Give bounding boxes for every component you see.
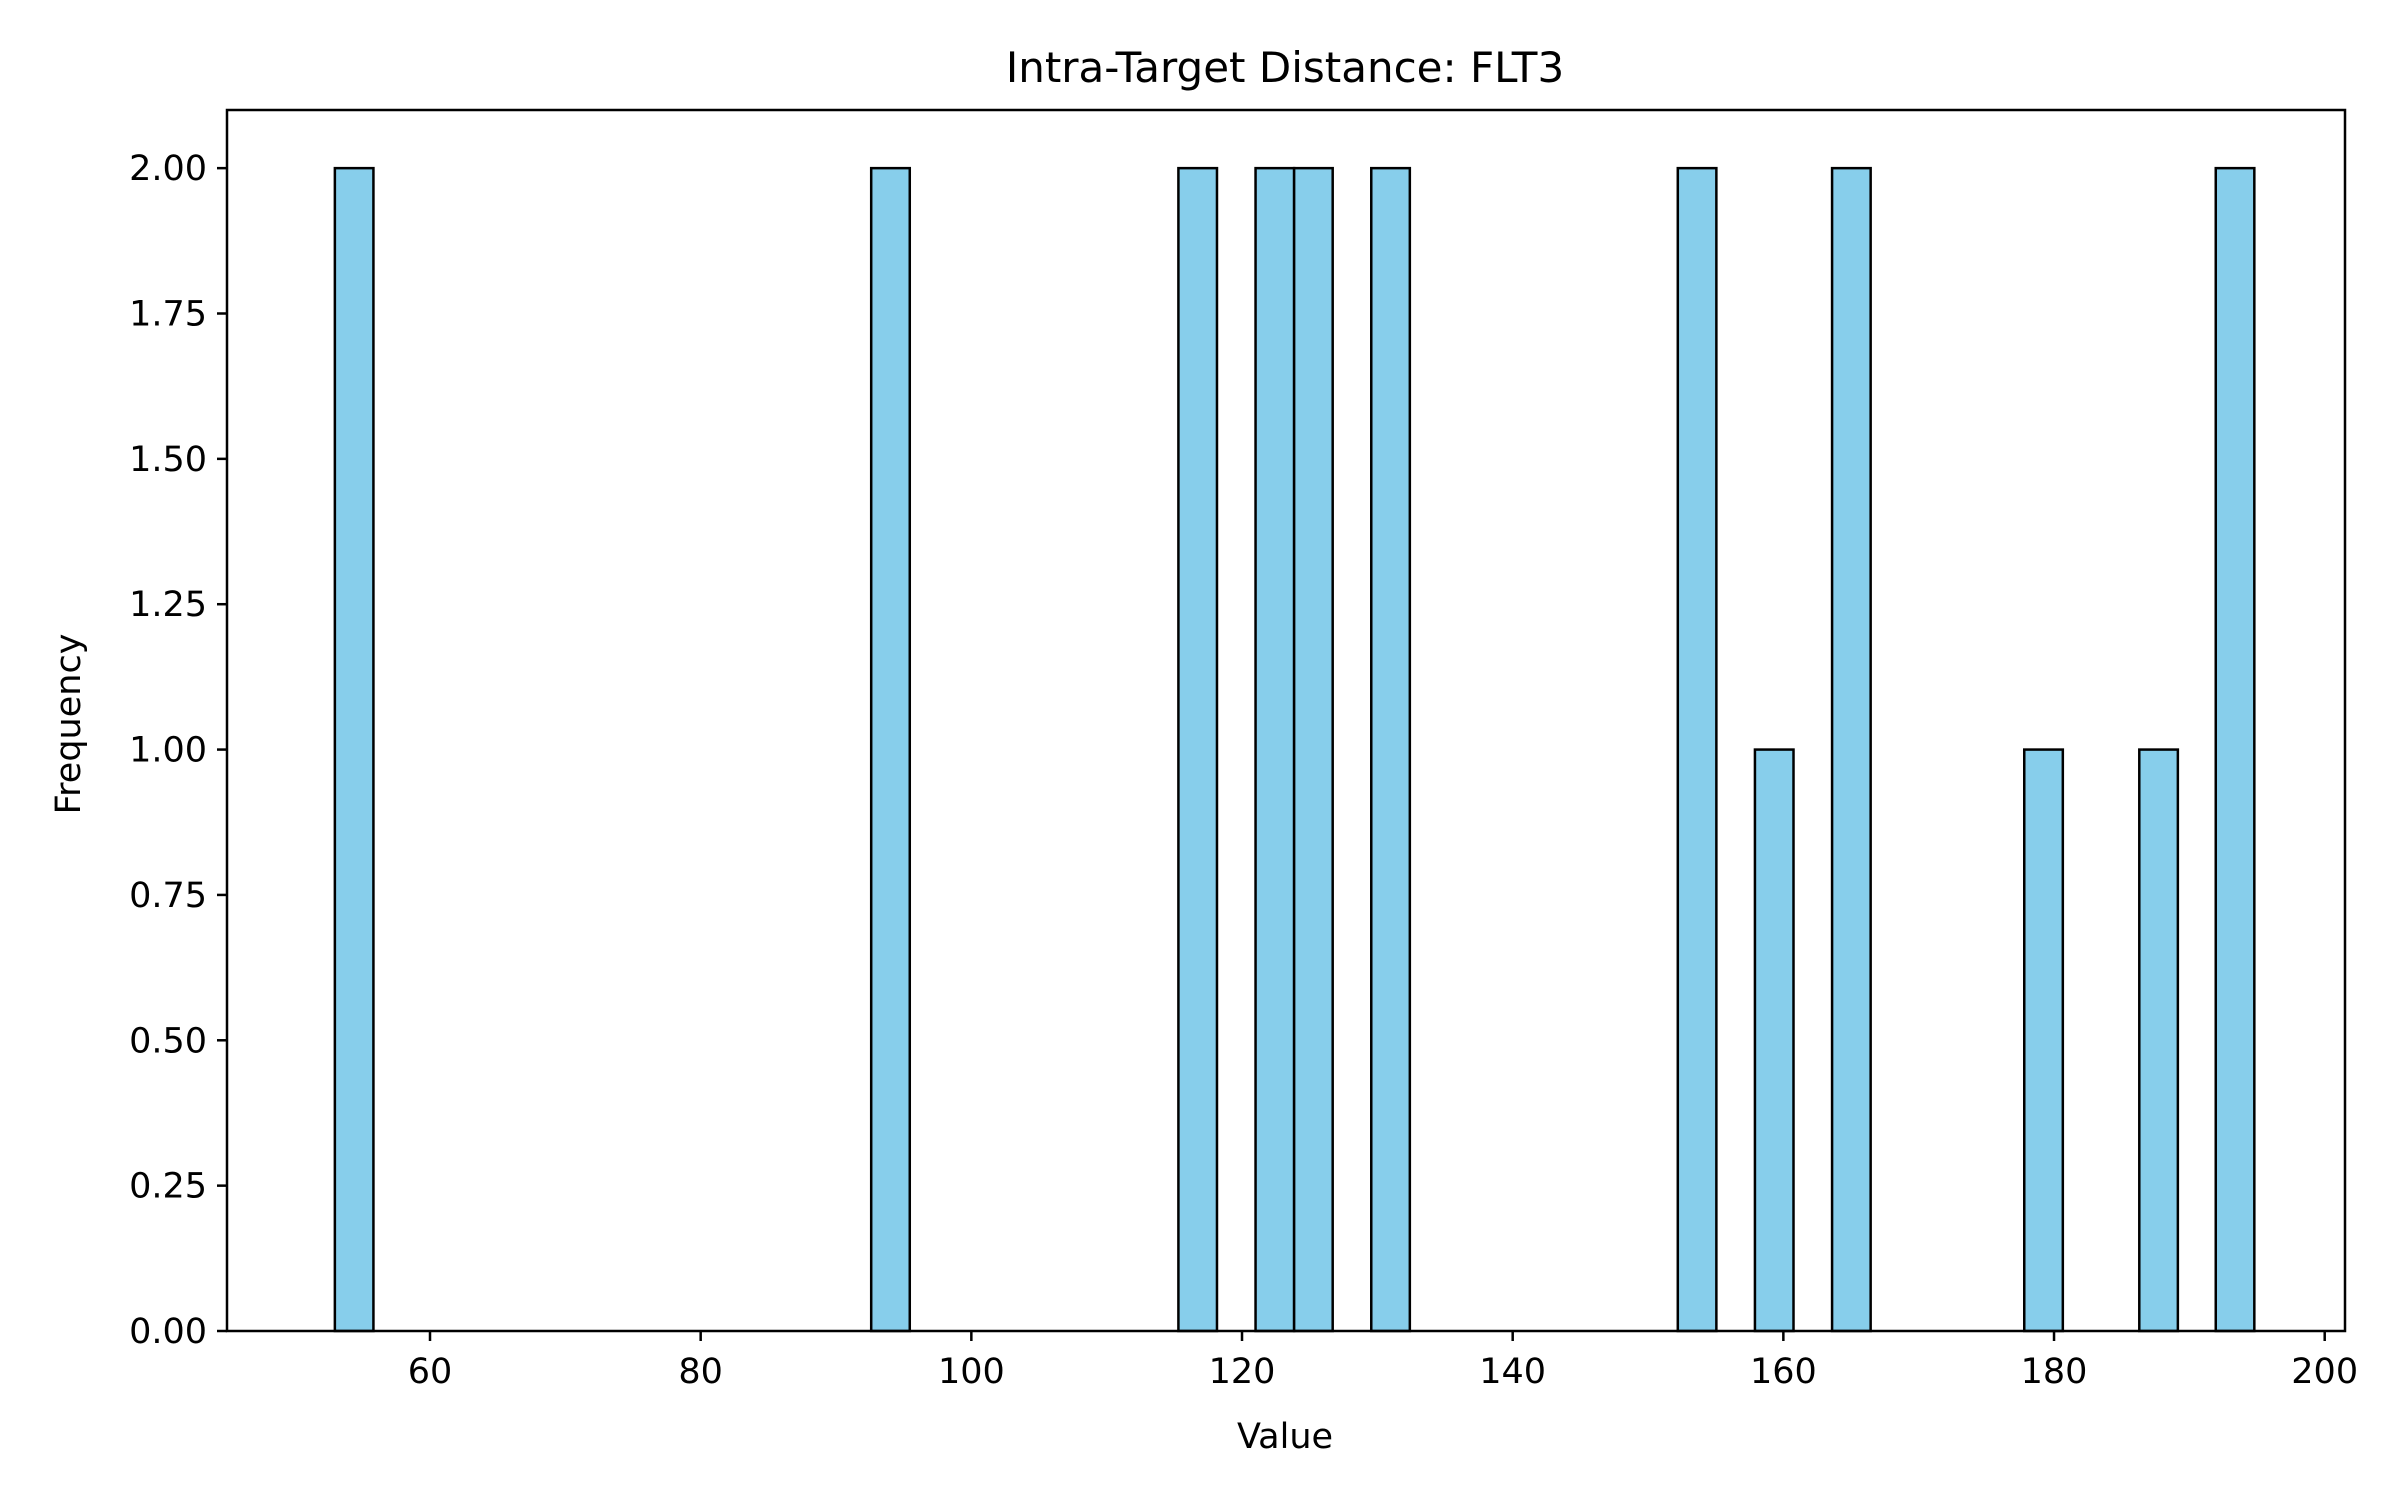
chart-title: Intra-Target Distance: FLT3 [1006, 43, 1564, 92]
x-axis-label: Value [1237, 1417, 1333, 1457]
histogram-bar [2138, 748, 2180, 1333]
y-tick-label: 0.25 [129, 1167, 207, 1207]
histogram-bar [333, 166, 375, 1333]
y-tick-label: 0.00 [129, 1312, 207, 1352]
x-tick-label: 180 [2021, 1352, 2088, 1392]
x-tick-label: 200 [2291, 1352, 2358, 1392]
y-axis: 0.00 0.25 0.50 0.75 1.00 1.25 1.50 1.75 2.00 [129, 149, 227, 1352]
y-tick-label: 1.00 [129, 731, 207, 771]
histogram-bar [1753, 748, 1795, 1333]
y-axis-label: Frequency [49, 634, 89, 815]
y-tick-label: 0.50 [129, 1021, 207, 1061]
histogram-bar [1254, 166, 1296, 1333]
x-tick-label: 120 [1209, 1352, 1276, 1392]
histogram-bar [2214, 166, 2256, 1333]
histogram-bar [2023, 748, 2065, 1333]
histogram-bar [869, 166, 912, 1333]
y-tick-label: 1.75 [129, 295, 207, 335]
y-tick-label: 1.50 [129, 440, 207, 480]
y-tick-label: 2.00 [129, 149, 207, 189]
plot-frame [225, 108, 2347, 1333]
histogram-bar [1370, 166, 1412, 1333]
x-tick-label: 80 [678, 1352, 723, 1392]
x-tick-label: 140 [1479, 1352, 1546, 1392]
histogram-bar [1676, 166, 1718, 1333]
bars-layer [333, 166, 2256, 1333]
x-axis: 60 80 100 120 140 160 180 200 [408, 1331, 2358, 1392]
histogram-bar [1177, 166, 1219, 1333]
y-tick-label: 1.25 [129, 585, 207, 625]
y-tick-label: 0.75 [129, 876, 207, 916]
x-tick-label: 100 [938, 1352, 1005, 1392]
x-tick-label: 160 [1750, 1352, 1817, 1392]
histogram-bar [1830, 166, 1872, 1333]
histogram-bar [1292, 166, 1334, 1333]
x-tick-label: 60 [408, 1352, 453, 1392]
